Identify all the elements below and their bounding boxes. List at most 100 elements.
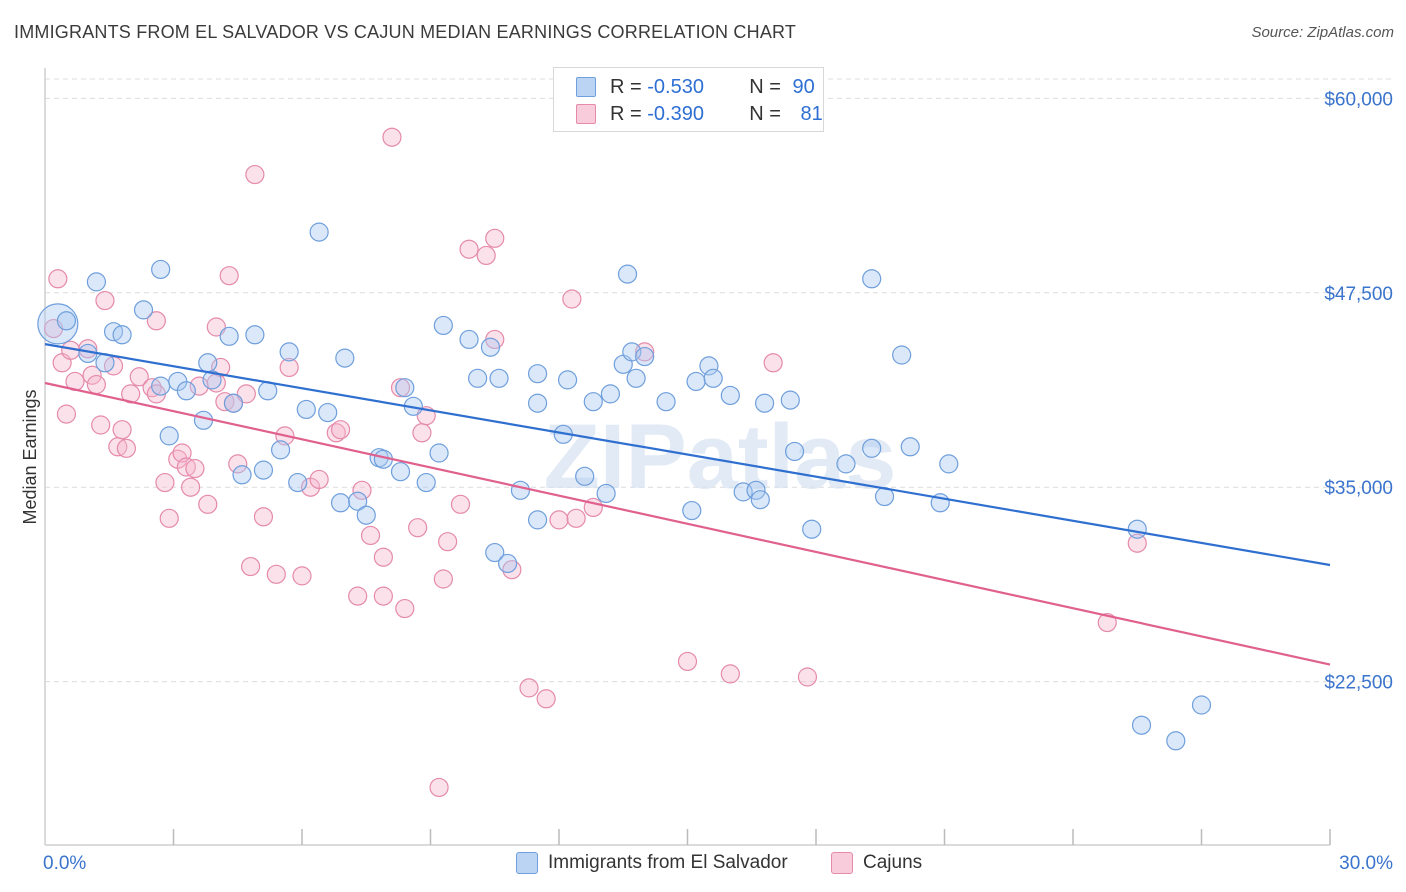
- el-salvador-point: [429, 443, 449, 463]
- cajun-point: [206, 317, 226, 337]
- el-salvador-point: [750, 490, 770, 510]
- cajun-point: [266, 564, 286, 584]
- correlation-legend: R = -0.530 N = 90 R = -0.390 N = 81: [553, 67, 824, 132]
- cajun-point: [219, 266, 239, 286]
- x-tick-label-max: 30.0%: [1339, 853, 1393, 874]
- cajun-point: [438, 532, 458, 552]
- cajun-point: [390, 378, 411, 398]
- cajun-point: [352, 480, 372, 500]
- bottom-legend-cajuns: Cajuns: [831, 852, 922, 874]
- el-salvador-point: [596, 483, 616, 504]
- el-salvador-point: [617, 264, 638, 284]
- el-salvador-points: [37, 222, 1212, 751]
- el-salvador-point: [1166, 731, 1186, 751]
- el-salvador-point: [703, 368, 723, 388]
- y-tick-label: $60,000: [1324, 89, 1393, 110]
- el-salvador-point: [416, 472, 436, 493]
- el-salvador-point: [468, 368, 488, 388]
- el-salvador-point: [356, 505, 376, 525]
- cajun-point: [86, 374, 107, 395]
- cajun-point: [677, 651, 698, 672]
- el-salvador-point: [583, 392, 603, 412]
- cajun-point: [429, 777, 449, 798]
- el-salvador-point: [270, 440, 291, 460]
- el-salvador-point: [219, 326, 239, 346]
- el-salvador-point: [862, 438, 882, 458]
- el-salvador-point: [527, 364, 548, 384]
- bottom-legend-label: Cajuns: [863, 852, 923, 873]
- el-salvador-point: [151, 376, 171, 396]
- el-salvador-point: [836, 454, 856, 474]
- el-salvador-point: [330, 493, 351, 513]
- cajun-point: [519, 678, 539, 698]
- legend-swatch-pink: [576, 104, 596, 124]
- chart-title: IMMIGRANTS FROM EL SALVADOR VS CAJUN MED…: [14, 22, 797, 42]
- cajun-point: [476, 245, 496, 266]
- legend-row-el-salvador: R = -0.530 N = 90: [576, 74, 815, 100]
- el-salvador-point: [622, 342, 642, 362]
- cajun-point: [450, 494, 471, 514]
- cajun-point: [536, 689, 556, 709]
- el-salvador-point: [232, 465, 252, 485]
- el-salvador-point: [720, 385, 740, 406]
- el-salvador-point: [176, 381, 196, 401]
- cajun-point: [373, 586, 393, 606]
- el-salvador-point: [56, 311, 77, 331]
- legend-r-value: -0.530: [647, 75, 704, 98]
- el-salvador-point: [296, 399, 316, 420]
- y-tick-label: $22,500: [1324, 673, 1393, 694]
- cajun-point: [236, 384, 256, 404]
- el-salvador-point: [575, 466, 595, 486]
- el-salvador-point: [656, 392, 676, 412]
- cajun-point: [241, 556, 261, 577]
- el-salvador-point: [348, 491, 368, 511]
- el-salvador-point: [746, 480, 766, 500]
- legend-n-label: N =: [749, 75, 787, 98]
- el-salvador-point: [1127, 519, 1147, 539]
- legend-r-value: -0.390: [647, 102, 704, 125]
- el-salvador-point: [1131, 715, 1152, 735]
- legend-r-label: R =: [610, 75, 648, 98]
- cajun-point: [245, 164, 265, 185]
- el-salvador-point: [892, 345, 912, 365]
- cajun-point: [112, 420, 132, 440]
- trend-lines: [44, 343, 1331, 666]
- cajun-point: [395, 598, 415, 619]
- cajun-point: [408, 518, 428, 538]
- el-salvador-point: [784, 441, 805, 462]
- watermark: ZIPatlas: [544, 406, 897, 508]
- cajun-point: [382, 127, 402, 147]
- legend-n-label: N =: [749, 102, 787, 125]
- legend-row-cajuns: R = -0.390 N = 81: [576, 101, 823, 127]
- el-salvador-point: [253, 460, 274, 480]
- cajun-point: [146, 311, 166, 331]
- el-salvador-point: [682, 500, 702, 521]
- axes: $22,500 $35,000 $47,500 $60,000 0.0% 30.0%: [43, 68, 1393, 874]
- el-salvador-point: [754, 393, 775, 413]
- cajun-point: [159, 508, 179, 528]
- cajun-point: [91, 415, 111, 435]
- cajun-point: [348, 586, 368, 606]
- el-salvador-point: [433, 315, 453, 336]
- el-salvador-point: [498, 553, 518, 574]
- el-salvador-point: [133, 300, 154, 320]
- y-axis-label: Median Earnings: [20, 389, 40, 524]
- bottom-legend-el-salvador: Immigrants from El Salvador: [516, 852, 788, 874]
- cajun-point: [292, 566, 312, 586]
- cajun-point: [797, 667, 818, 687]
- bottom-legend-label: Immigrants from El Salvador: [548, 852, 788, 873]
- el-salvador-point: [489, 368, 509, 388]
- cajun-point: [485, 228, 505, 248]
- cajun-point: [360, 525, 381, 546]
- el-salvador-point: [395, 378, 415, 398]
- el-salvador-point: [510, 480, 531, 500]
- cajun-point: [116, 438, 136, 458]
- el-salvador-point: [159, 426, 179, 446]
- cajun-point: [185, 458, 205, 479]
- cajun-point: [95, 290, 115, 311]
- cajun-point: [433, 569, 453, 589]
- el-salvador-point: [288, 472, 308, 493]
- cajun-trend-line: [44, 381, 1331, 666]
- el-salvador-point: [245, 325, 265, 345]
- el-salvador-point: [1191, 695, 1212, 715]
